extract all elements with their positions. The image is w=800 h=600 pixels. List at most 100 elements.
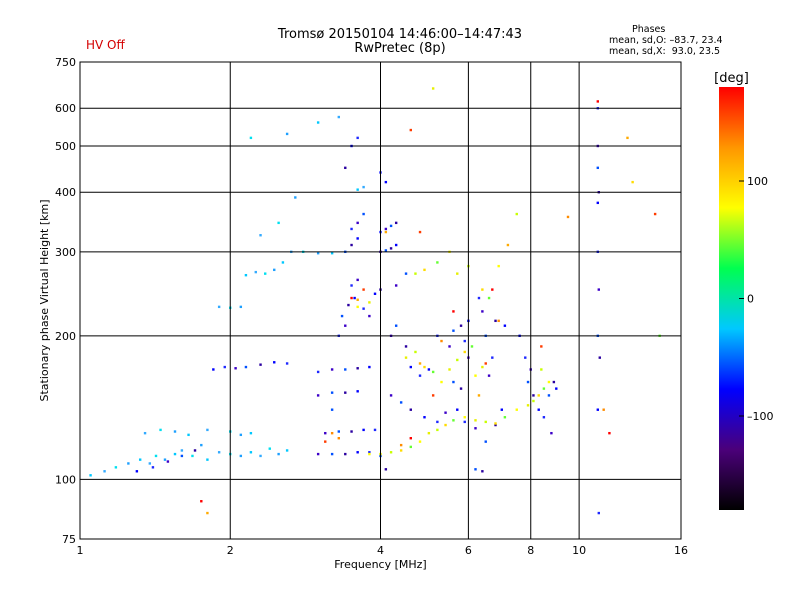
data-point: [470, 345, 474, 348]
data-point: [399, 443, 403, 447]
data-point: [418, 362, 422, 365]
data-point: [537, 408, 540, 411]
data-point: [552, 380, 556, 384]
data-point: [459, 387, 463, 390]
x-tick-label: 16: [674, 544, 688, 557]
data-point: [127, 462, 130, 465]
data-point: [484, 420, 487, 424]
data-point: [503, 324, 507, 327]
data-point: [330, 452, 334, 456]
data-point: [356, 390, 359, 393]
data-point: [474, 374, 477, 377]
data-point: [418, 374, 422, 377]
data-point: [503, 416, 507, 419]
data-point: [159, 428, 162, 432]
data-point: [448, 368, 451, 371]
data-point: [427, 431, 431, 435]
data-point: [456, 408, 459, 411]
data-point: [187, 433, 190, 437]
data-point: [491, 288, 494, 291]
data-point: [249, 431, 253, 435]
data-point: [526, 404, 530, 407]
data-point: [340, 314, 344, 318]
data-point: [330, 431, 334, 435]
data-point: [399, 449, 403, 452]
data-point: [494, 422, 497, 425]
data-point: [597, 288, 600, 291]
data-point: [436, 261, 439, 264]
data-point: [259, 454, 262, 458]
hv-status-label: HV Off: [86, 38, 125, 52]
data-point: [423, 416, 426, 419]
data-point: [537, 394, 540, 397]
data-point: [356, 298, 359, 301]
data-point: [494, 319, 497, 323]
data-point: [481, 288, 484, 291]
data-point: [506, 243, 510, 247]
data-point: [264, 272, 267, 275]
data-point: [330, 391, 334, 394]
data-point: [474, 427, 477, 430]
colorbar-label: [deg]: [714, 71, 749, 86]
data-point: [173, 452, 177, 456]
colorbar-ticks: 100 0 –100: [739, 175, 774, 423]
x-tick-label: 4: [377, 544, 384, 557]
data-point: [356, 237, 359, 240]
data-point: [362, 185, 365, 189]
phase-o-stats: mean, sd,O: –83.7, 23.4: [609, 35, 723, 46]
data-point: [500, 408, 504, 411]
data-point: [394, 324, 398, 327]
x-tick-label: 8: [527, 544, 534, 557]
data-point: [540, 368, 543, 371]
y-tick-label: 600: [55, 102, 76, 115]
y-tick-label: 75: [62, 533, 76, 546]
data-point: [337, 437, 341, 440]
data-point: [337, 430, 341, 433]
x-tick-label: 6: [465, 544, 472, 557]
data-point: [384, 180, 388, 184]
data-point: [404, 272, 408, 275]
phase-x-stats: mean, sd,X: 93.0, 23.5: [609, 46, 721, 57]
data-point: [542, 416, 546, 419]
data-point: [444, 411, 447, 414]
y-tick-label: 100: [55, 473, 76, 486]
data-point: [542, 387, 546, 390]
data-point: [444, 423, 447, 427]
data-point: [344, 166, 347, 170]
chart-title-station-time: Tromsø 20150104 14:46:00–14:47:43: [277, 27, 523, 42]
data-point: [515, 408, 518, 411]
phases-title: Phases: [632, 24, 666, 35]
chart-title-program: RwPretec (8p): [354, 41, 446, 56]
data-point: [285, 132, 289, 136]
data-point: [249, 136, 253, 140]
data-point: [350, 227, 353, 231]
data-point: [206, 428, 209, 432]
y-tick-label: 500: [55, 140, 76, 153]
data-point: [277, 221, 280, 225]
data-point: [399, 401, 403, 404]
data-point: [368, 365, 371, 369]
data-point: [356, 367, 359, 370]
data-point: [448, 345, 451, 348]
data-point: [608, 431, 611, 435]
data-point: [596, 100, 599, 103]
data-point: [474, 468, 477, 471]
x-axis-label: Frequency [MHz]: [334, 558, 426, 571]
data-point: [143, 431, 147, 435]
data-point: [239, 433, 243, 437]
data-point: [368, 452, 371, 456]
data-point: [414, 350, 417, 354]
data-point: [452, 419, 455, 422]
data-point: [394, 221, 398, 225]
data-point: [324, 431, 327, 435]
data-point: [173, 430, 177, 433]
data-point: [487, 296, 491, 300]
data-point: [384, 468, 388, 471]
data-point: [373, 292, 377, 295]
data-point: [431, 87, 435, 90]
data-point: [418, 230, 422, 234]
data-point: [344, 391, 347, 394]
data-point: [180, 454, 184, 458]
y-axis-label: Stationary phase Virtual Height [km]: [38, 199, 51, 401]
